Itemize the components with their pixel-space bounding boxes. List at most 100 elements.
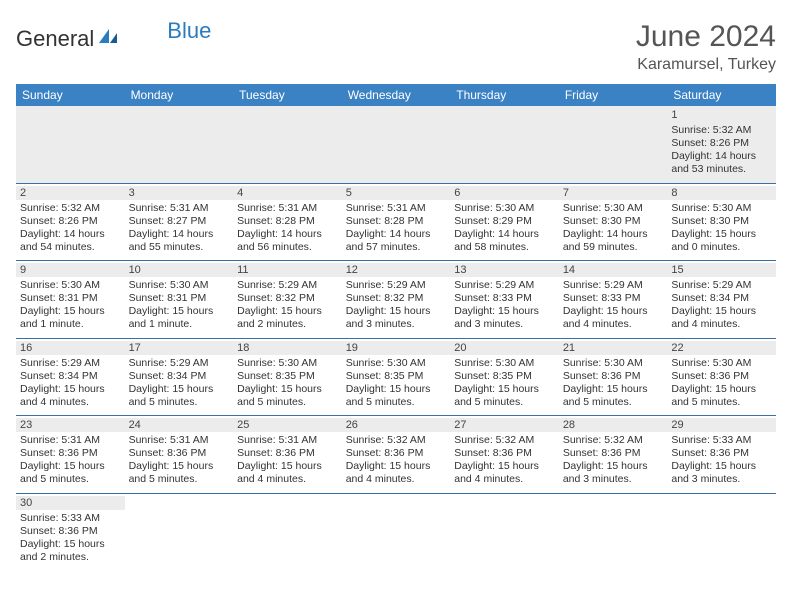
day-number: 12 <box>342 263 451 277</box>
day-details: Sunrise: 5:30 AMSunset: 8:35 PMDaylight:… <box>454 357 555 410</box>
weekday-header: Friday <box>559 84 668 106</box>
calendar-cell <box>667 493 776 570</box>
calendar-row: 1Sunrise: 5:32 AMSunset: 8:26 PMDaylight… <box>16 106 776 183</box>
day-details: Sunrise: 5:30 AMSunset: 8:36 PMDaylight:… <box>671 357 772 410</box>
weekday-header: Thursday <box>450 84 559 106</box>
calendar-row: 2 Sunrise: 5:32 AMSunset: 8:26 PMDaylight… <box>16 183 776 261</box>
title-block: June 2024 Karamursel, Turkey <box>636 20 776 74</box>
day-details: Sunrise: 5:33 AMSunset: 8:36 PMDaylight:… <box>20 512 121 565</box>
calendar-cell: 11 Sunrise: 5:29 AMSunset: 8:32 PMDayligh… <box>233 261 342 339</box>
calendar-cell: 7Sunrise: 5:30 AMSunset: 8:30 PMDaylight… <box>559 183 668 261</box>
day-details: Sunrise: 5:32 AMSunset: 8:36 PMDaylight:… <box>454 434 555 487</box>
calendar-cell: 25 Sunrise: 5:31 AMSunset: 8:36 PMDayligh… <box>233 416 342 494</box>
location: Karamursel, Turkey <box>636 56 776 74</box>
calendar-table: Sunday Monday Tuesday Wednesday Thursday… <box>16 84 776 570</box>
day-number: 15 <box>667 263 776 277</box>
calendar-cell <box>559 106 668 183</box>
day-details: Sunrise: 5:30 AMSunset: 8:35 PMDaylight:… <box>237 357 338 410</box>
calendar-cell: 27Sunrise: 5:32 AMSunset: 8:36 PMDayligh… <box>450 416 559 494</box>
calendar-cell: 5Sunrise: 5:31 AMSunset: 8:28 PMDaylight… <box>342 183 451 261</box>
day-number: 14 <box>559 263 668 277</box>
calendar-row: 16 Sunrise: 5:29 AMSunset: 8:34 PMDayligh… <box>16 338 776 416</box>
header: General Blue June 2024 Karamursel, Turke… <box>16 20 776 74</box>
day-details: Sunrise: 5:31 AMSunset: 8:36 PMDaylight:… <box>20 434 121 487</box>
calendar-cell: 23 Sunrise: 5:31 AMSunset: 8:36 PMDayligh… <box>16 416 125 494</box>
day-number: 17 <box>125 341 234 355</box>
calendar-cell: 14 Sunrise: 5:29 AMSunset: 8:33 PMDayligh… <box>559 261 668 339</box>
calendar-cell: 9 Sunrise: 5:30 AMSunset: 8:31 PMDaylight… <box>16 261 125 339</box>
day-details: Sunrise: 5:29 AMSunset: 8:32 PMDaylight:… <box>237 279 338 332</box>
day-details: Sunrise: 5:32 AMSunset: 8:26 PMDaylight:… <box>671 124 772 177</box>
logo-text-blue: Blue <box>167 18 211 44</box>
calendar-cell: 3 Sunrise: 5:31 AMSunset: 8:27 PMDaylight… <box>125 183 234 261</box>
day-number: 28 <box>559 418 668 432</box>
day-details: Sunrise: 5:31 AMSunset: 8:28 PMDaylight:… <box>237 202 338 255</box>
calendar-cell: 29 Sunrise: 5:33 AMSunset: 8:36 PMDayligh… <box>667 416 776 494</box>
calendar-cell <box>342 493 451 570</box>
calendar-cell: 18 Sunrise: 5:30 AMSunset: 8:35 PMDayligh… <box>233 338 342 416</box>
day-number: 26 <box>342 418 451 432</box>
day-details: Sunrise: 5:29 AMSunset: 8:33 PMDaylight:… <box>454 279 555 332</box>
day-number: 20 <box>450 341 559 355</box>
calendar-cell <box>233 493 342 570</box>
calendar-cell: 1Sunrise: 5:32 AMSunset: 8:26 PMDaylight… <box>667 106 776 183</box>
weekday-header: Sunday <box>16 84 125 106</box>
calendar-cell: 17Sunrise: 5:29 AMSunset: 8:34 PMDayligh… <box>125 338 234 416</box>
day-number: 3 <box>125 186 234 200</box>
logo: General Blue <box>16 20 211 52</box>
calendar-cell: 19 Sunrise: 5:30 AMSunset: 8:35 PMDayligh… <box>342 338 451 416</box>
calendar-row: 30 Sunrise: 5:33 AMSunset: 8:36 PMDayligh… <box>16 493 776 570</box>
calendar-cell: 15 Sunrise: 5:29 AMSunset: 8:34 PMDayligh… <box>667 261 776 339</box>
day-number: 19 <box>342 341 451 355</box>
day-number: 16 <box>16 341 125 355</box>
day-details: Sunrise: 5:30 AMSunset: 8:29 PMDaylight:… <box>454 202 555 255</box>
calendar-cell: 26 Sunrise: 5:32 AMSunset: 8:36 PMDayligh… <box>342 416 451 494</box>
calendar-cell: 20 Sunrise: 5:30 AMSunset: 8:35 PMDayligh… <box>450 338 559 416</box>
day-details: Sunrise: 5:30 AMSunset: 8:31 PMDaylight:… <box>129 279 230 332</box>
day-details: Sunrise: 5:33 AMSunset: 8:36 PMDaylight:… <box>671 434 772 487</box>
calendar-cell: 28Sunrise: 5:32 AMSunset: 8:36 PMDayligh… <box>559 416 668 494</box>
day-number: 13 <box>450 263 559 277</box>
day-number: 24 <box>125 418 234 432</box>
day-number: 9 <box>16 263 125 277</box>
logo-sail-icon <box>97 27 119 48</box>
weekday-header: Saturday <box>667 84 776 106</box>
calendar-cell: 24Sunrise: 5:31 AMSunset: 8:36 PMDayligh… <box>125 416 234 494</box>
month-title: June 2024 <box>636 20 776 54</box>
day-details: Sunrise: 5:31 AMSunset: 8:27 PMDaylight:… <box>129 202 230 255</box>
calendar-cell: 30 Sunrise: 5:33 AMSunset: 8:36 PMDayligh… <box>16 493 125 570</box>
day-details: Sunrise: 5:29 AMSunset: 8:33 PMDaylight:… <box>563 279 664 332</box>
day-details: Sunrise: 5:31 AMSunset: 8:28 PMDaylight:… <box>346 202 447 255</box>
day-details: Sunrise: 5:31 AMSunset: 8:36 PMDaylight:… <box>237 434 338 487</box>
calendar-cell <box>16 106 125 183</box>
calendar-cell <box>342 106 451 183</box>
day-details: Sunrise: 5:29 AMSunset: 8:34 PMDaylight:… <box>671 279 772 332</box>
day-details: Sunrise: 5:29 AMSunset: 8:34 PMDaylight:… <box>20 357 121 410</box>
calendar-cell <box>450 493 559 570</box>
calendar-cell <box>450 106 559 183</box>
day-details: Sunrise: 5:29 AMSunset: 8:32 PMDaylight:… <box>346 279 447 332</box>
weekday-header: Tuesday <box>233 84 342 106</box>
calendar-row: 23 Sunrise: 5:31 AMSunset: 8:36 PMDayligh… <box>16 416 776 494</box>
calendar-cell: 2 Sunrise: 5:32 AMSunset: 8:26 PMDaylight… <box>16 183 125 261</box>
day-number: 29 <box>667 418 776 432</box>
day-details: Sunrise: 5:30 AMSunset: 8:36 PMDaylight:… <box>563 357 664 410</box>
logo-text-general: General <box>16 26 94 52</box>
day-number: 23 <box>16 418 125 432</box>
day-number: 6 <box>450 186 559 200</box>
day-number: 11 <box>233 263 342 277</box>
calendar-cell: 4Sunrise: 5:31 AMSunset: 8:28 PMDaylight… <box>233 183 342 261</box>
calendar-cell: 10Sunrise: 5:30 AMSunset: 8:31 PMDayligh… <box>125 261 234 339</box>
day-details: Sunrise: 5:32 AMSunset: 8:36 PMDaylight:… <box>346 434 447 487</box>
calendar-row: 9 Sunrise: 5:30 AMSunset: 8:31 PMDaylight… <box>16 261 776 339</box>
day-details: Sunrise: 5:30 AMSunset: 8:30 PMDaylight:… <box>671 202 772 255</box>
weekday-header-row: Sunday Monday Tuesday Wednesday Thursday… <box>16 84 776 106</box>
day-details: Sunrise: 5:32 AMSunset: 8:26 PMDaylight:… <box>20 202 121 255</box>
day-number: 25 <box>233 418 342 432</box>
day-number: 30 <box>16 496 125 510</box>
day-number: 2 <box>16 186 125 200</box>
day-number: 18 <box>233 341 342 355</box>
day-details: Sunrise: 5:30 AMSunset: 8:31 PMDaylight:… <box>20 279 121 332</box>
calendar-cell: 13 Sunrise: 5:29 AMSunset: 8:33 PMDayligh… <box>450 261 559 339</box>
day-details: Sunrise: 5:30 AMSunset: 8:35 PMDaylight:… <box>346 357 447 410</box>
